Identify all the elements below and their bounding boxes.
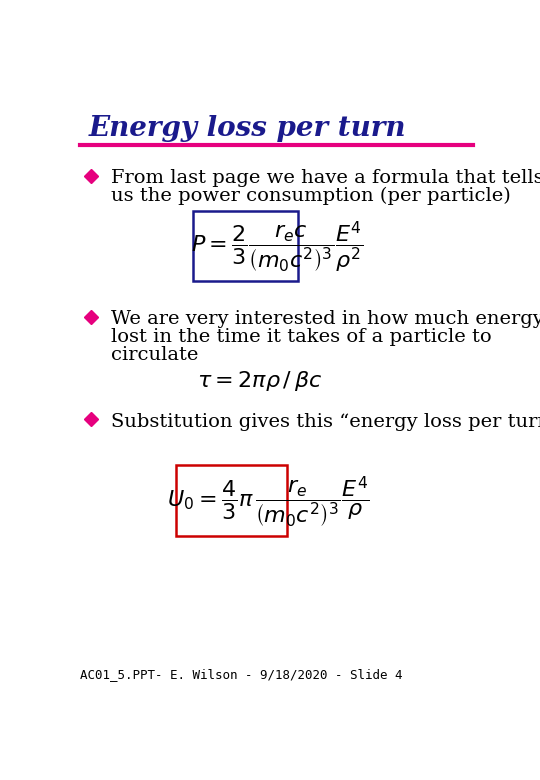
Text: $P = \dfrac{2}{3}\dfrac{r_e c}{\left(m_0 c^2\right)^3}\dfrac{E^4}{\rho^2}$: $P = \dfrac{2}{3}\dfrac{r_e c}{\left(m_0…: [191, 219, 363, 275]
Text: Substitution gives this “energy loss per turn”:: Substitution gives this “energy loss per…: [111, 413, 540, 431]
Text: Energy loss per turn: Energy loss per turn: [89, 115, 406, 142]
Text: From last page we have a formula that tells: From last page we have a formula that te…: [111, 168, 540, 186]
Text: circulate: circulate: [111, 346, 199, 363]
Text: lost in the time it takes of a particle to: lost in the time it takes of a particle …: [111, 328, 492, 346]
Text: AC01_5.PPT- E. Wilson - 9/18/2020 - Slide 4: AC01_5.PPT- E. Wilson - 9/18/2020 - Slid…: [80, 668, 402, 681]
Text: $U_0 = \dfrac{4}{3}\pi\,\dfrac{r_e}{\left(m_0 c^2\right)^3}\dfrac{E^4}{\rho}$: $U_0 = \dfrac{4}{3}\pi\,\dfrac{r_e}{\lef…: [167, 474, 370, 530]
Text: us the power consumption (per particle): us the power consumption (per particle): [111, 186, 511, 205]
Text: We are very interested in how much energy is: We are very interested in how much energ…: [111, 310, 540, 328]
Text: $\tau = 2\pi\rho\,/\,\beta c$: $\tau = 2\pi\rho\,/\,\beta c$: [198, 369, 322, 392]
